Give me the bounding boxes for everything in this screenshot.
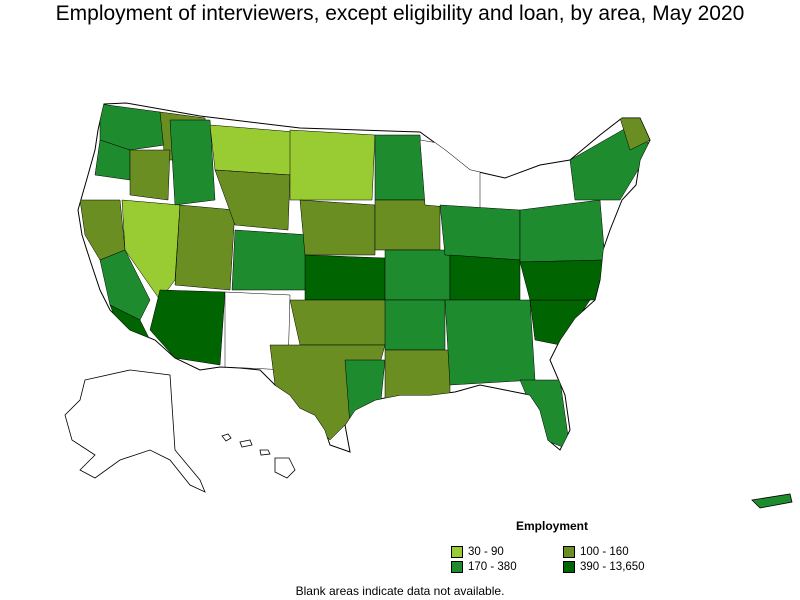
legend-item-30-90: 30 - 90 — [451, 546, 504, 558]
area-region — [449, 254, 521, 301]
area-region — [384, 349, 451, 401]
area-region — [619, 117, 650, 151]
area-region — [99, 249, 151, 321]
area-region — [374, 134, 426, 201]
area-region — [439, 204, 521, 261]
area-region — [169, 119, 216, 206]
area-region — [289, 299, 391, 346]
area-region — [419, 139, 481, 211]
alaska — [64, 369, 206, 493]
legend-swatch — [451, 561, 463, 573]
area-region — [99, 103, 166, 151]
map-title: Employment of interviewers, except eligi… — [55, 2, 745, 25]
area-region — [209, 124, 296, 176]
legend-title: Employment — [516, 519, 589, 533]
legend-item-100-160: 100 - 160 — [563, 546, 629, 558]
legend-label: 100 - 160 — [580, 546, 629, 558]
area-region — [214, 169, 291, 231]
legend-swatch — [563, 546, 575, 558]
area-region — [231, 229, 311, 291]
area-region — [344, 359, 386, 426]
area-region — [384, 249, 451, 301]
area-region — [519, 199, 606, 263]
legend-label: 390 - 13,650 — [580, 561, 645, 573]
area-region — [304, 254, 386, 301]
area-region — [289, 129, 376, 201]
legend-label: 30 - 90 — [468, 546, 504, 558]
area-region — [374, 199, 441, 251]
legend-item-390-13650: 390 - 13,650 — [563, 561, 645, 573]
area-regions — [79, 103, 650, 451]
area-region — [174, 204, 236, 291]
footnote: Blank areas indicate data not available. — [295, 584, 505, 598]
hawaii — [221, 433, 296, 479]
legend-item-170-380: 170 - 380 — [451, 561, 517, 573]
area-region — [129, 149, 171, 201]
area-region — [529, 299, 591, 346]
legend-swatch — [563, 561, 575, 573]
area-region — [299, 199, 376, 256]
area-region — [149, 289, 226, 366]
area-region — [384, 299, 446, 351]
legend-swatch — [451, 546, 463, 558]
legend-label: 170 - 380 — [468, 561, 517, 573]
puerto-rico — [751, 493, 793, 509]
area-region — [519, 259, 606, 301]
area-region — [444, 299, 536, 386]
